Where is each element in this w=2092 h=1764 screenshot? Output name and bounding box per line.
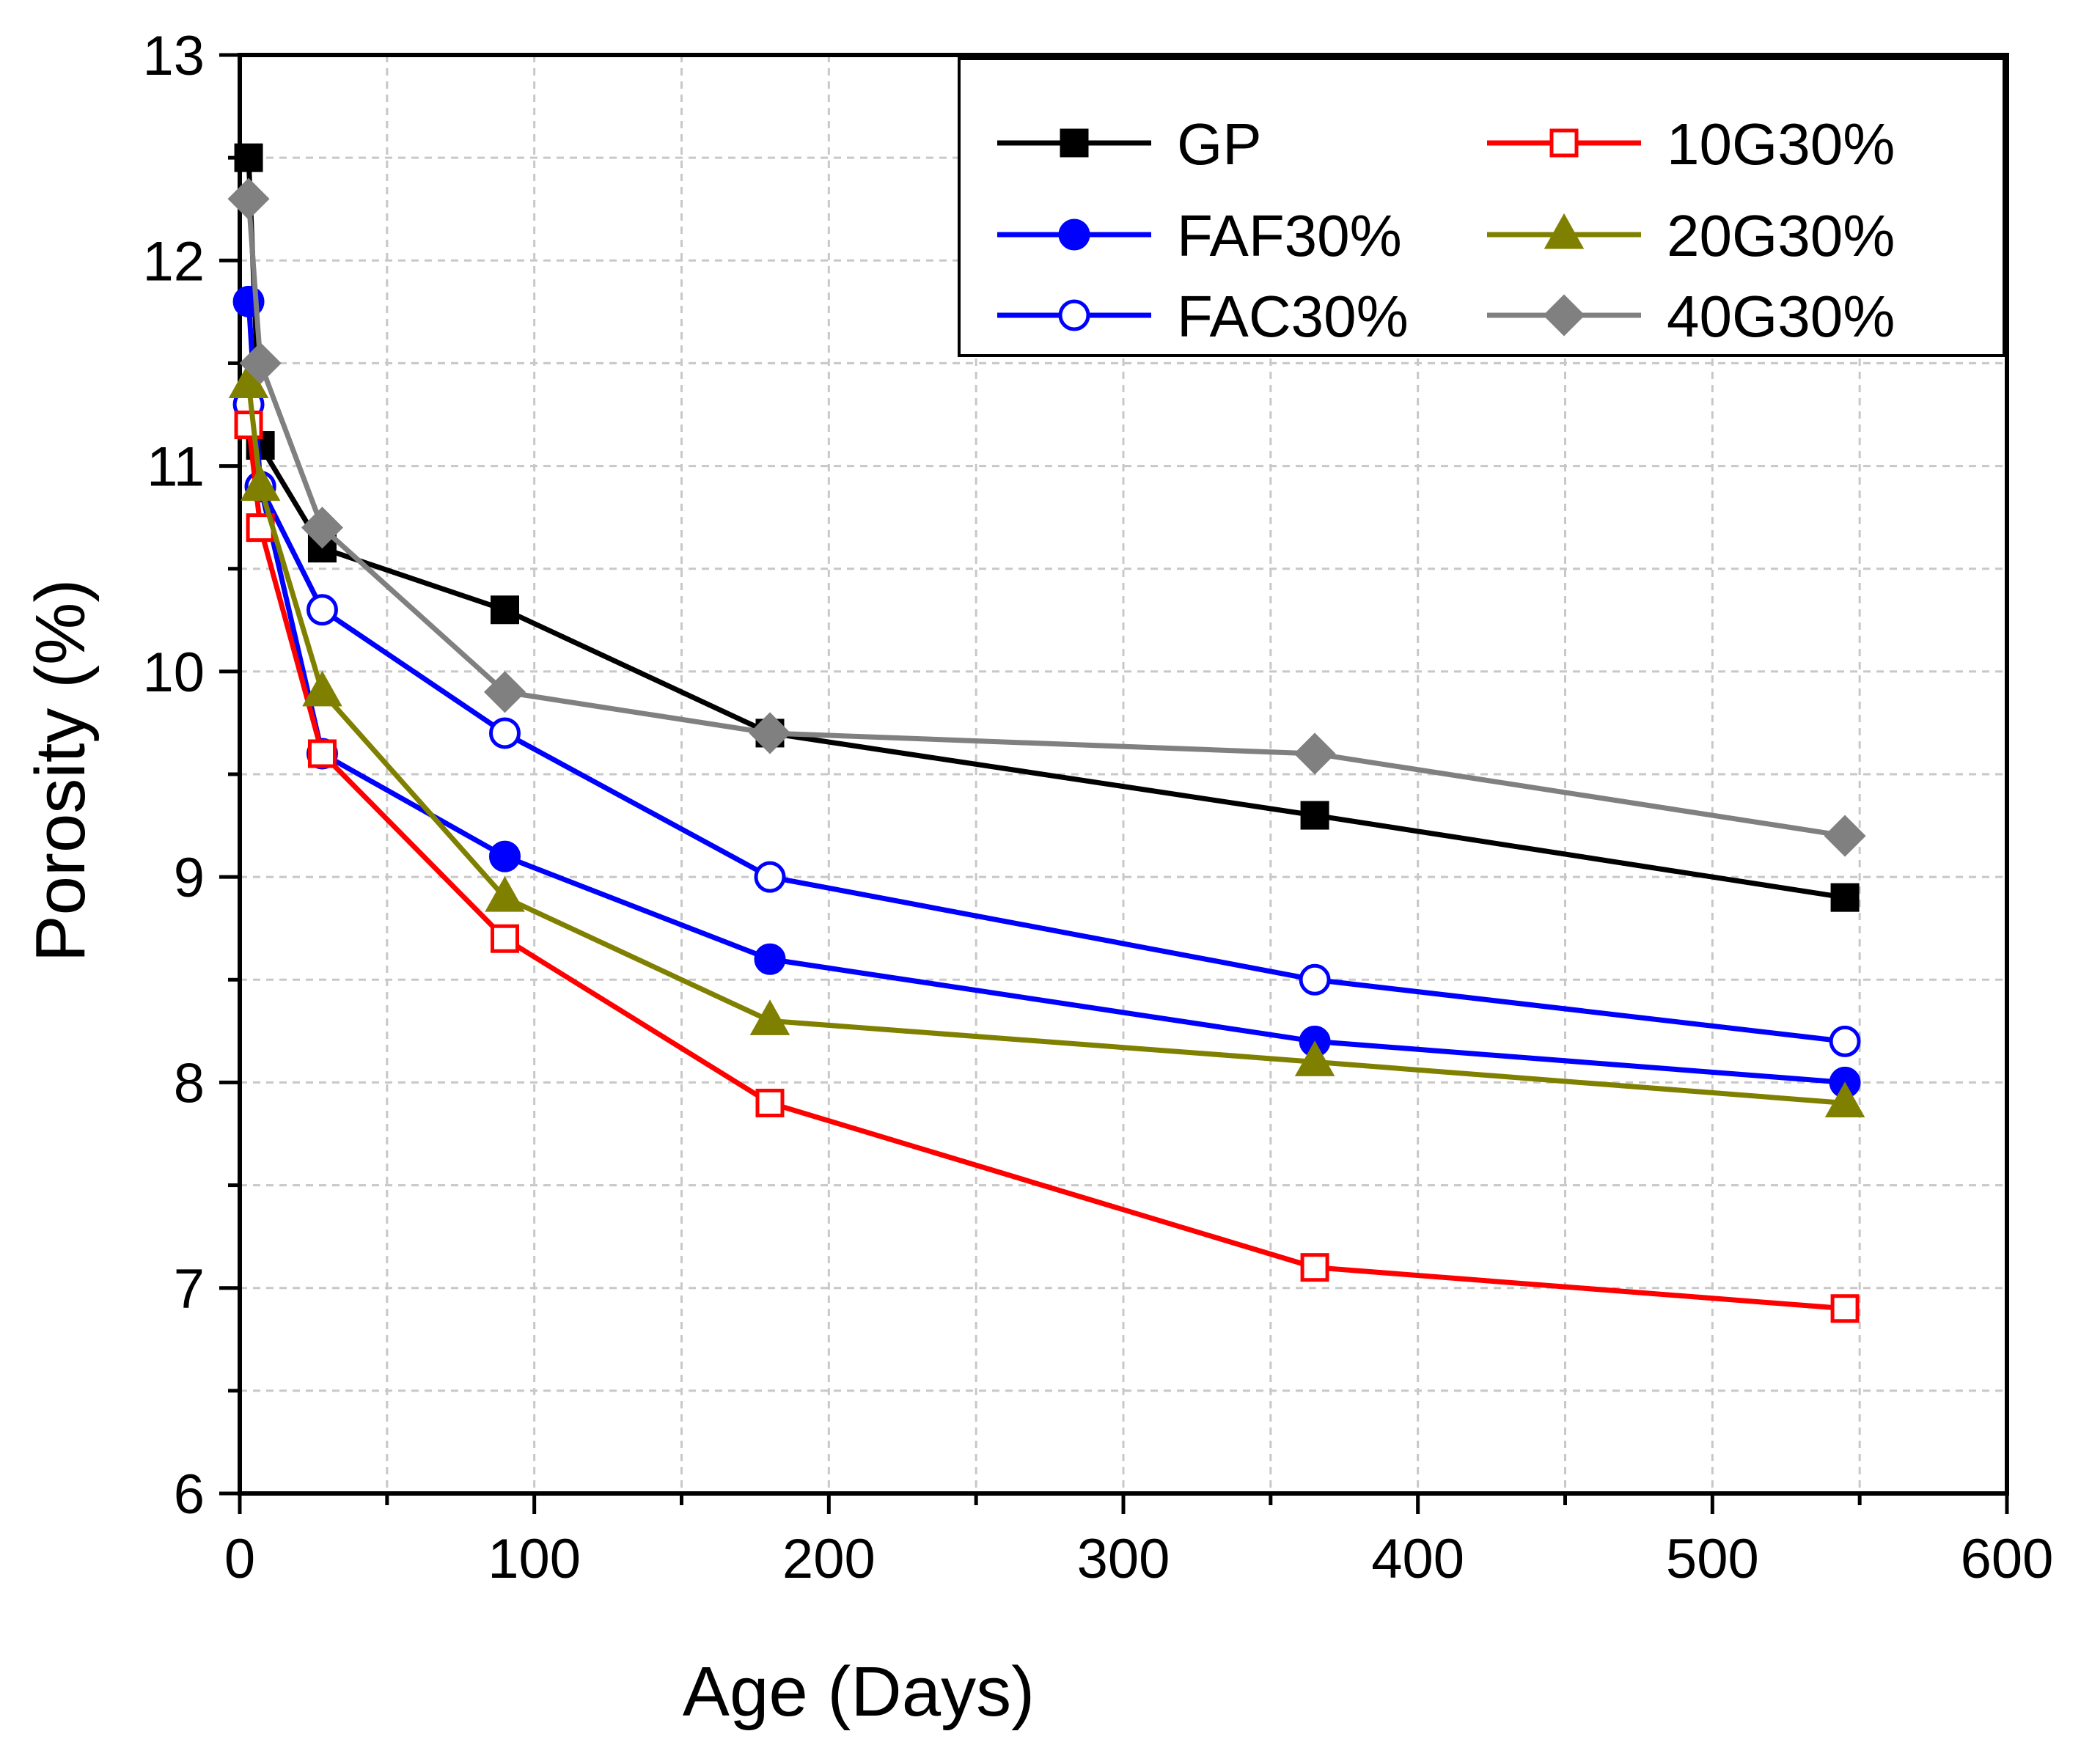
legend-item-40g30pct: 40G30% xyxy=(1487,284,1895,349)
y-axis-title: Porosity (%) xyxy=(21,579,100,963)
x-tick-label: 100 xyxy=(488,1528,581,1590)
y-tick-label: 7 xyxy=(174,1258,205,1320)
data-point-20g30pct xyxy=(485,876,525,912)
data-point-fac30pct xyxy=(306,594,338,626)
y-tick-label: 8 xyxy=(174,1052,205,1114)
data-point-20g30pct xyxy=(240,465,281,501)
series-40g30pct xyxy=(227,177,1866,857)
data-series xyxy=(227,143,1866,1323)
legend-item-10g30pct: 10G30% xyxy=(1487,111,1895,177)
data-point-20g30pct xyxy=(302,670,342,707)
legend-label: GP xyxy=(1177,111,1262,177)
data-point-gp xyxy=(234,143,263,172)
legend: GP FAF30% FAC30% 10G30% 20G30% 40G30% xyxy=(958,57,2005,357)
series-10g30pct xyxy=(234,411,1860,1323)
data-point-20g30pct xyxy=(1824,1081,1865,1117)
legend-item-20g30pct: 20G30% xyxy=(1487,203,1895,268)
legend-marker xyxy=(1549,128,1579,158)
data-point-10g30pct xyxy=(234,411,263,440)
data-point-fac30pct xyxy=(1299,963,1331,996)
data-point-faf30pct xyxy=(489,840,521,872)
legend-label: 20G30% xyxy=(1667,203,1895,268)
data-point-40g30pct xyxy=(1293,732,1336,775)
data-point-20g30pct xyxy=(228,362,269,398)
data-point-40g30pct xyxy=(301,507,344,549)
x-tick-label: 0 xyxy=(224,1528,255,1590)
data-point-fac30pct xyxy=(489,717,521,749)
y-tick-label: 9 xyxy=(174,847,205,909)
data-point-10g30pct xyxy=(307,739,337,768)
data-point-40g30pct xyxy=(483,671,526,713)
legend-marker xyxy=(1058,299,1090,331)
data-point-gp xyxy=(1830,883,1860,912)
legend-item-fac30pct: FAC30% xyxy=(997,284,1409,349)
data-point-gp xyxy=(1300,801,1329,830)
legend-label: 10G30% xyxy=(1667,111,1895,177)
y-tick-label: 11 xyxy=(147,436,205,499)
y-tick-label: 13 xyxy=(142,25,205,87)
legend-label: 40G30% xyxy=(1667,284,1895,349)
legend-marker xyxy=(1060,128,1089,158)
x-axis-title: Age (Days) xyxy=(683,1653,1035,1731)
data-point-gp xyxy=(491,595,519,625)
data-point-40g30pct xyxy=(239,342,282,384)
x-tick-label: 600 xyxy=(1961,1528,2054,1590)
legend-marker xyxy=(1543,294,1585,337)
x-tick-label: 500 xyxy=(1666,1528,1759,1590)
data-point-10g30pct xyxy=(491,924,519,953)
legend-item-faf30pct: FAF30% xyxy=(997,203,1402,268)
x-tick-label: 200 xyxy=(782,1528,876,1590)
data-point-fac30pct xyxy=(1829,1025,1861,1057)
y-tick-label: 12 xyxy=(142,230,205,293)
data-point-40g30pct xyxy=(749,712,791,754)
grid-lines xyxy=(240,55,2007,1493)
data-point-40g30pct xyxy=(227,177,270,220)
data-point-10g30pct xyxy=(1830,1294,1860,1323)
data-point-faf30pct xyxy=(754,943,786,975)
legend-item-gp: GP xyxy=(997,111,1262,177)
axes: 0 100 200 300 400 500 600 6 7 8 9 10 11 12 13 xyxy=(142,25,2053,1590)
x-tick-label: 400 xyxy=(1371,1528,1464,1590)
data-point-40g30pct xyxy=(1824,815,1866,857)
legend-label: FAC30% xyxy=(1177,284,1409,349)
y-tick-label: 6 xyxy=(174,1463,205,1526)
y-tick-label: 10 xyxy=(142,642,205,704)
data-point-10g30pct xyxy=(1300,1253,1329,1282)
series-20g30pct xyxy=(228,362,1865,1117)
data-point-fac30pct xyxy=(754,861,786,893)
x-tick-label: 300 xyxy=(1077,1528,1170,1590)
data-point-20g30pct xyxy=(749,999,790,1035)
legend-marker xyxy=(1058,218,1090,251)
legend-label: FAF30% xyxy=(1177,203,1402,268)
data-point-10g30pct xyxy=(755,1088,785,1117)
legend-box xyxy=(958,57,2005,357)
data-point-20g30pct xyxy=(1294,1040,1335,1076)
legend-marker xyxy=(1544,213,1585,249)
